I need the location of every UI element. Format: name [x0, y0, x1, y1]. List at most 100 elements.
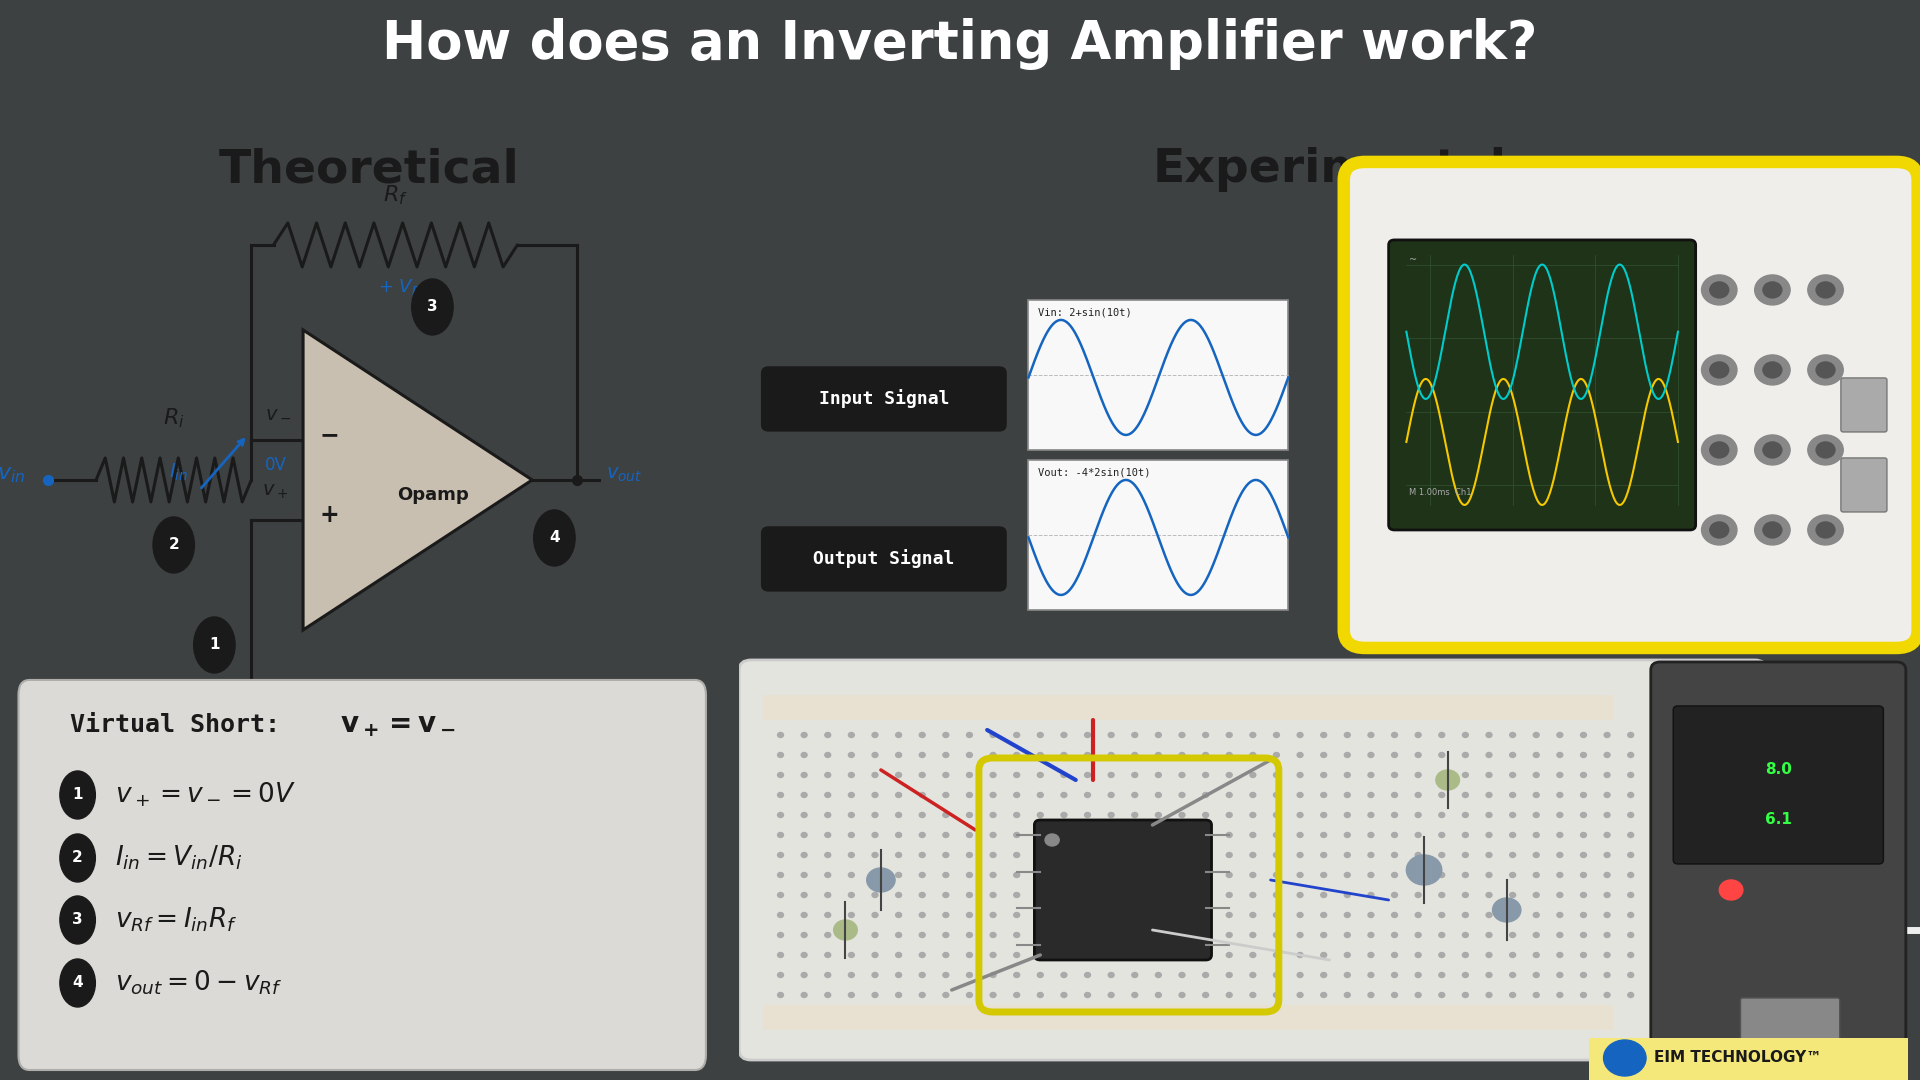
- Circle shape: [1438, 793, 1444, 797]
- Text: ~: ~: [1409, 255, 1417, 265]
- Circle shape: [943, 852, 948, 858]
- Circle shape: [1509, 993, 1515, 998]
- Circle shape: [1131, 753, 1139, 757]
- Circle shape: [849, 772, 854, 778]
- Circle shape: [1651, 993, 1657, 998]
- Circle shape: [1298, 953, 1304, 958]
- Circle shape: [1415, 873, 1421, 877]
- Circle shape: [1131, 892, 1139, 897]
- Circle shape: [1415, 913, 1421, 918]
- Circle shape: [1037, 772, 1043, 778]
- Circle shape: [872, 772, 877, 778]
- Circle shape: [1037, 892, 1043, 897]
- Circle shape: [1509, 972, 1515, 977]
- Circle shape: [1415, 772, 1421, 778]
- Circle shape: [1415, 993, 1421, 998]
- Circle shape: [1298, 732, 1304, 738]
- Circle shape: [1651, 972, 1657, 977]
- Circle shape: [943, 873, 948, 877]
- Circle shape: [1321, 852, 1327, 858]
- Circle shape: [1344, 753, 1350, 757]
- Circle shape: [849, 812, 854, 818]
- Circle shape: [778, 852, 783, 858]
- Circle shape: [1816, 442, 1836, 458]
- Circle shape: [872, 953, 877, 958]
- Circle shape: [1392, 932, 1398, 937]
- Circle shape: [966, 833, 972, 837]
- Circle shape: [1367, 953, 1375, 958]
- Circle shape: [801, 852, 806, 858]
- Circle shape: [1014, 892, 1020, 897]
- Circle shape: [826, 793, 831, 797]
- Circle shape: [943, 753, 948, 757]
- Circle shape: [1580, 873, 1586, 877]
- Circle shape: [1603, 1040, 1645, 1076]
- Circle shape: [1014, 953, 1020, 958]
- Circle shape: [778, 833, 783, 837]
- Circle shape: [1085, 732, 1091, 738]
- Circle shape: [1534, 772, 1540, 778]
- Circle shape: [1321, 932, 1327, 937]
- Circle shape: [1227, 753, 1233, 757]
- Circle shape: [1415, 892, 1421, 897]
- Circle shape: [1131, 772, 1139, 778]
- Circle shape: [1580, 852, 1586, 858]
- Circle shape: [966, 953, 972, 958]
- Circle shape: [1557, 753, 1563, 757]
- Circle shape: [1651, 753, 1657, 757]
- Circle shape: [1816, 522, 1836, 538]
- Circle shape: [1037, 972, 1043, 977]
- Circle shape: [1298, 772, 1304, 778]
- FancyBboxPatch shape: [1741, 998, 1839, 1042]
- Circle shape: [1415, 852, 1421, 858]
- Circle shape: [1367, 772, 1375, 778]
- Circle shape: [1486, 993, 1492, 998]
- Circle shape: [1438, 913, 1444, 918]
- Circle shape: [895, 873, 902, 877]
- FancyBboxPatch shape: [1590, 1038, 1908, 1080]
- Circle shape: [1250, 913, 1256, 918]
- Circle shape: [1202, 932, 1208, 937]
- Circle shape: [60, 896, 96, 944]
- Circle shape: [1085, 953, 1091, 958]
- Circle shape: [1179, 953, 1185, 958]
- Circle shape: [1227, 932, 1233, 937]
- Circle shape: [1298, 932, 1304, 937]
- Text: Vin: 2+sin(10t): Vin: 2+sin(10t): [1039, 308, 1131, 318]
- Circle shape: [1227, 833, 1233, 837]
- FancyBboxPatch shape: [19, 680, 707, 1070]
- Circle shape: [895, 913, 902, 918]
- Circle shape: [1509, 852, 1515, 858]
- Circle shape: [895, 932, 902, 937]
- Text: 8.0: 8.0: [1764, 762, 1791, 778]
- Circle shape: [1711, 522, 1728, 538]
- Circle shape: [194, 617, 234, 673]
- Circle shape: [60, 834, 96, 882]
- Circle shape: [920, 772, 925, 778]
- Circle shape: [1037, 833, 1043, 837]
- FancyBboxPatch shape: [1035, 820, 1212, 960]
- Circle shape: [801, 993, 806, 998]
- Circle shape: [1367, 873, 1375, 877]
- Circle shape: [991, 812, 996, 818]
- Circle shape: [849, 972, 854, 977]
- Circle shape: [1486, 972, 1492, 977]
- Circle shape: [920, 812, 925, 818]
- Circle shape: [1037, 932, 1043, 937]
- Circle shape: [1156, 772, 1162, 778]
- Circle shape: [943, 892, 948, 897]
- Circle shape: [778, 972, 783, 977]
- Circle shape: [1509, 913, 1515, 918]
- Circle shape: [1509, 753, 1515, 757]
- Circle shape: [1367, 852, 1375, 858]
- Circle shape: [1131, 852, 1139, 858]
- Circle shape: [1108, 932, 1114, 937]
- Circle shape: [1392, 972, 1398, 977]
- Circle shape: [1062, 833, 1068, 837]
- Circle shape: [1534, 732, 1540, 738]
- Circle shape: [826, 953, 831, 958]
- Circle shape: [1108, 812, 1114, 818]
- Circle shape: [966, 812, 972, 818]
- Circle shape: [1179, 812, 1185, 818]
- Circle shape: [966, 772, 972, 778]
